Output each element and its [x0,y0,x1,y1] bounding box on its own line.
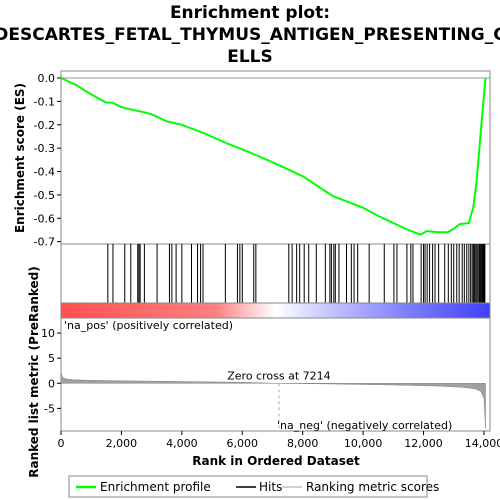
es-tick-label: -0.7 [34,236,55,249]
legend-hits-label: Hits [259,480,282,494]
hits-marks [107,244,486,303]
x-tick-label: 2,000 [106,437,138,450]
metric-ticks: 10 5 0 -5 [41,327,61,415]
es-panel [60,70,491,245]
es-tick-label: -0.5 [34,189,55,202]
title-line-1: Enrichment plot: [170,3,330,23]
metric-panel [60,317,491,432]
es-ticks: 0.0 -0.1 -0.2 -0.3 -0.4 -0.5 -0.6 -0.7 [34,72,61,249]
es-tick-label: -0.4 [34,166,55,179]
metric-tick-label: 5 [48,352,55,365]
es-ylabel: Enrichment score (ES) [13,83,27,233]
x-tick-label: 8,000 [287,437,319,450]
metric-ylabel: Ranked list metric (PreRanked) [27,266,41,478]
metric-tick-label: 0 [48,377,55,390]
title-line-3: ELLS [227,47,273,67]
x-tick-label: 10,000 [344,437,383,450]
legend-profile-label: Enrichment profile [100,480,211,494]
zero-cross-label: Zero cross at 7214 [227,369,330,382]
x-tick-label: 4,000 [166,437,198,450]
x-axis-label: Rank in Ordered Dataset [192,454,360,468]
es-tick-label: -0.1 [34,95,55,108]
es-tick-label: -0.6 [34,212,55,225]
title: Enrichment plot: DESCARTES_FETAL_THYMUS_… [0,3,500,67]
es-tick-label: -0.3 [34,142,55,155]
metric-tick-label: -5 [44,402,55,415]
x-tick-label: 12,000 [404,437,443,450]
ranking-metric-area [60,372,486,429]
title-line-2: DESCARTES_FETAL_THYMUS_ANTIGEN_PRESENTIN… [0,25,500,45]
enrichment-profile-line [60,77,487,236]
x-ticks: 0 2,000 4,000 6,000 8,000 10,000 12,000 14,000 [58,431,500,450]
negative-label: 'na_neg' (negatively correlated) [277,419,452,432]
x-tick-label: 6,000 [227,437,259,450]
x-tick-label: 0 [58,437,65,450]
es-tick-label: -0.2 [34,119,55,132]
es-tick-label: 0.0 [38,72,56,85]
positive-label: 'na_pos' (positively correlated) [64,319,233,332]
color-band [60,302,491,319]
metric-tick-label: 10 [41,327,55,340]
hits-panel [60,243,491,304]
x-tick-label: 14,000 [465,437,500,450]
legend-metric-label: Ranking metric scores [306,480,439,494]
